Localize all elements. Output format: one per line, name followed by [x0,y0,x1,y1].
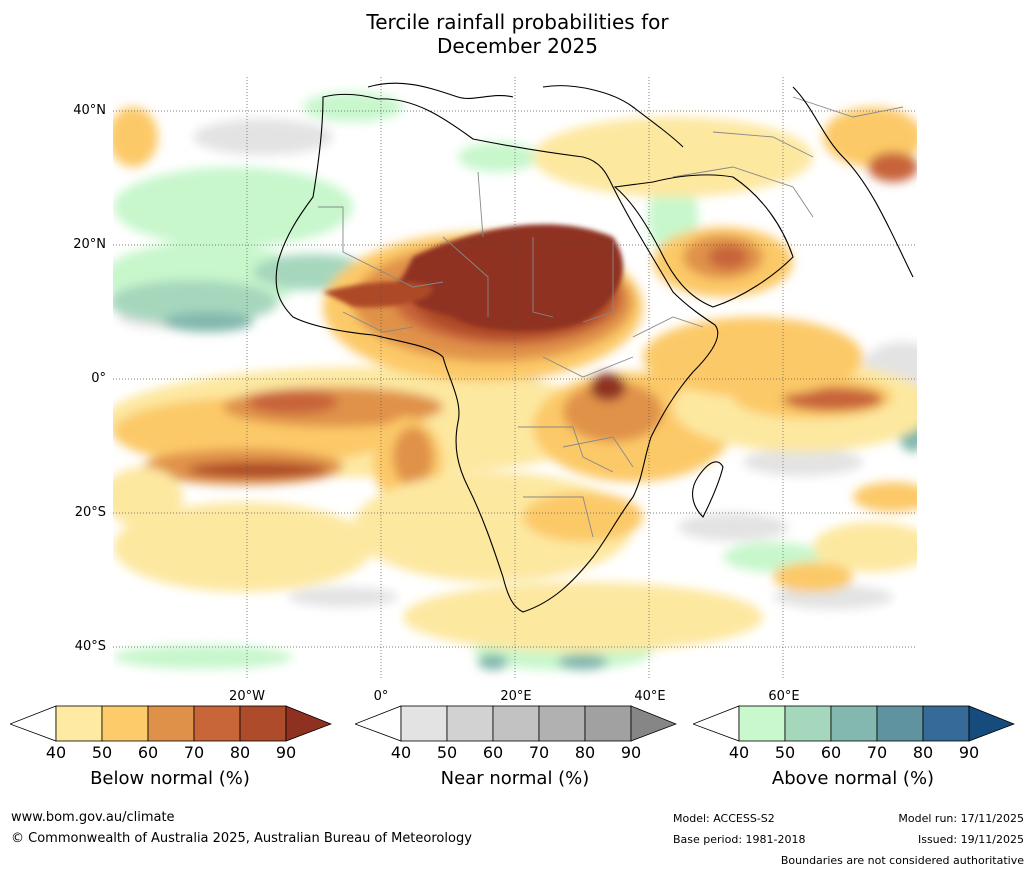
colorbar-swatch [738,705,786,742]
colorbar-tick: 80 [229,743,251,762]
sahel-dry-maximum [396,224,623,332]
colorbar-swatch [239,705,287,742]
colorbar-tick: 90 [275,743,297,762]
colorbar-swatch [693,705,740,742]
colorbar-tick: 70 [183,743,205,762]
colorbar-tick: 70 [866,743,888,762]
lat-label: 20°N [73,237,106,252]
colorbar-tick: 50 [91,743,113,762]
below-normal-areas [113,107,917,652]
colorbar-tick: 80 [574,743,596,762]
copyright-text: © Commonwealth of Australia 2025, Austra… [11,831,472,846]
colorbar-swatch [355,705,402,742]
colorbar-near-label: Near normal (%) [440,768,590,789]
map-title: Tercile rainfall probabilities for Decem… [0,10,1035,58]
colorbar-tick: 90 [620,743,642,762]
colorbar-near-normal [355,705,677,742]
country-borders [318,96,904,538]
model-run-date: Model run: 17/11/2025 [898,812,1024,825]
colorbar-above-normal [693,705,1015,742]
title-line-2: December 2025 [437,34,598,58]
colorbar-swatch [584,705,632,742]
colorbar-above-label: Above normal (%) [771,768,935,789]
lat-label: 40°N [73,103,106,118]
colorbar-tick: 40 [45,743,67,762]
colorbar-swatch [784,705,832,742]
website-link[interactable]: www.bom.gov.au/climate [11,810,175,825]
boundaries-disclaimer: Boundaries are not considered authoritat… [780,854,1024,867]
colorbar-swatch [147,705,195,742]
colorbar-swatch [830,705,878,742]
colorbar-swatch [55,705,103,742]
colorbar-swatch [400,705,448,742]
colorbar-swatch [630,705,677,742]
colorbar-tick: 40 [728,743,750,762]
colorbar-below-normal [10,705,332,742]
graticule [113,77,917,680]
colorbar-swatch [285,705,332,742]
colorbar-tick: 40 [390,743,412,762]
colorbar-swatch [101,705,149,742]
lon-label: 0° [373,689,389,704]
lon-label: 60°E [768,689,800,704]
probability-map [113,77,917,680]
lon-label: 20°E [500,689,532,704]
colorbar-swatch [922,705,970,742]
model-name: Model: ACCESS-S2 [673,812,775,825]
lat-label: 40°S [74,639,106,654]
colorbar-tick: 90 [958,743,980,762]
colorbar-tick: 50 [436,743,458,762]
colorbar-swatch [876,705,924,742]
lat-label: 0° [91,371,106,386]
base-period: Base period: 1981-2018 [673,833,806,846]
colorbar-swatch [538,705,586,742]
colorbar-swatch [10,705,57,742]
colorbar-tick: 70 [528,743,550,762]
colorbar-below-label: Below normal (%) [90,768,250,789]
lon-label: 20°W [229,689,265,704]
colorbar-swatch [968,705,1015,742]
lat-label: 20°S [74,505,106,520]
colorbar-tick: 80 [912,743,934,762]
colorbar-swatch [492,705,540,742]
colorbar-tick: 50 [774,743,796,762]
colorbar-tick: 60 [137,743,159,762]
colorbar-swatch [446,705,494,742]
colorbar-tick: 60 [482,743,504,762]
coastlines [275,82,914,613]
issued-date: Issued: 19/11/2025 [917,833,1024,846]
colorbar-tick: 60 [820,743,842,762]
colorbar-swatch [193,705,241,742]
map-canvas [113,77,917,680]
title-line-1: Tercile rainfall probabilities for [366,10,669,34]
lon-label: 40°E [634,689,666,704]
